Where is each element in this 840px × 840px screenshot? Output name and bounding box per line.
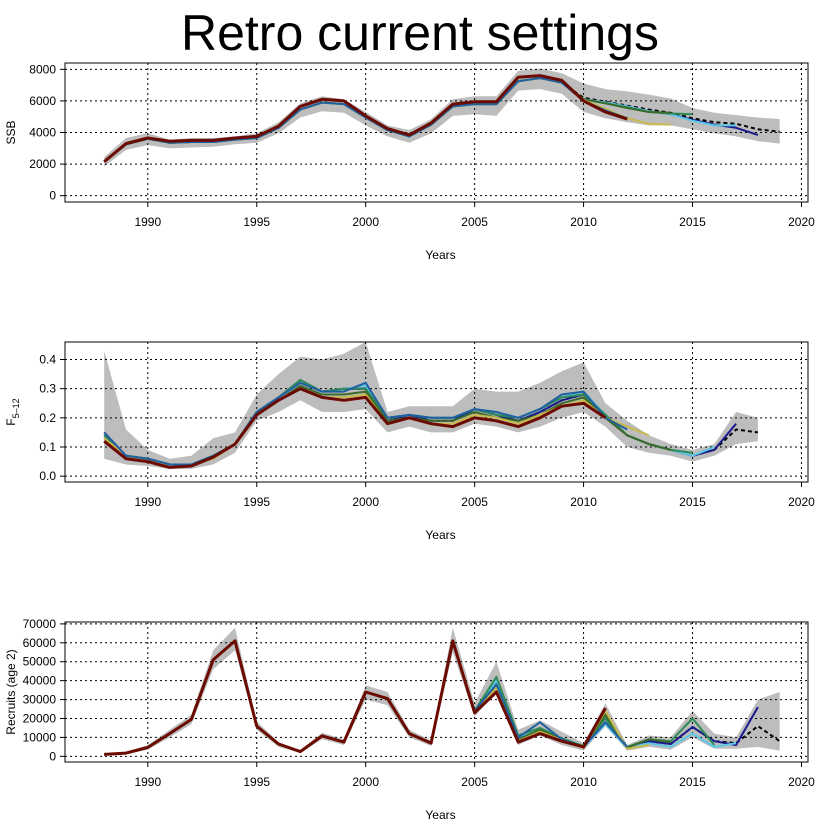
x-tick-label: 1995 — [243, 215, 270, 229]
y-tick-label: 6000 — [29, 94, 56, 108]
x-axis-title: Years — [425, 528, 455, 542]
y-tick-label: 10000 — [23, 730, 57, 744]
y-axis-title: SSB — [4, 120, 18, 144]
x-tick-label: 2015 — [679, 215, 706, 229]
y-tick-label: 0.4 — [39, 353, 56, 367]
x-tick-label: 1995 — [243, 775, 270, 789]
plot-frame — [64, 621, 809, 763]
x-axis-title: Years — [425, 808, 455, 822]
x-axis-title: Years — [425, 248, 455, 262]
chart-title: Retro current settings — [181, 5, 659, 61]
confidence-band — [104, 342, 758, 469]
y-tick-label: 0.0 — [39, 469, 56, 483]
y-tick-label: 0.2 — [39, 411, 56, 425]
x-tick-label: 2020 — [788, 495, 815, 509]
y-axis-title: F5–12 — [4, 398, 21, 425]
x-tick-label: 2000 — [352, 215, 379, 229]
x-tick-label: 2000 — [352, 775, 379, 789]
x-tick-label: 2005 — [461, 215, 488, 229]
x-tick-label: 2015 — [679, 495, 706, 509]
y-tick-label: 0 — [49, 749, 56, 763]
y-tick-label: 40000 — [23, 674, 57, 688]
x-tick-label: 2005 — [461, 775, 488, 789]
y-tick-label: 8000 — [29, 62, 56, 76]
series-line-7 — [103, 387, 607, 469]
panel-recruits: 1990 1995 2000 2005 2010 2015 2020 0 10000 20000 3… — [4, 617, 815, 822]
plot-frame — [64, 341, 809, 483]
series-line-7 — [104, 639, 607, 756]
y-tick-label: 0 — [49, 189, 56, 203]
y-tick-label: 60000 — [23, 636, 57, 650]
y-tick-label: 0.1 — [39, 440, 56, 454]
y-tick-label: 20000 — [23, 711, 57, 725]
y-tick-label: 0.3 — [39, 382, 56, 396]
x-tick-label: 2020 — [788, 215, 815, 229]
x-tick-label: 1995 — [243, 495, 270, 509]
panel-ssb: 1990 1995 2000 2005 2010 2015 2020 0 2000 4000 600… — [4, 62, 815, 262]
x-tick-label: 2020 — [788, 775, 815, 789]
confidence-band — [104, 68, 780, 167]
y-tick-label: 50000 — [23, 655, 57, 669]
x-tick-label: 2010 — [570, 775, 597, 789]
x-tick-label: 1990 — [134, 215, 161, 229]
y-tick-label: 30000 — [23, 693, 57, 707]
y-tick-label: 4000 — [29, 126, 56, 140]
x-tick-label: 1990 — [134, 775, 161, 789]
x-tick-label: 2005 — [461, 495, 488, 509]
x-tick-label: 1990 — [134, 495, 161, 509]
x-tick-label: 2000 — [352, 495, 379, 509]
x-tick-label: 2015 — [679, 775, 706, 789]
y-tick-label: 70000 — [23, 617, 57, 631]
x-tick-label: 2010 — [570, 215, 597, 229]
panel-fbar: 1990 1995 2000 2005 2010 2015 2020 0.0 0.1 0.2 0.3… — [4, 341, 815, 542]
y-tick-label: 2000 — [29, 157, 56, 171]
y-axis-title: Recruits (age 2) — [4, 649, 18, 734]
series-line-7 — [103, 74, 628, 163]
x-tick-label: 2010 — [570, 495, 597, 509]
